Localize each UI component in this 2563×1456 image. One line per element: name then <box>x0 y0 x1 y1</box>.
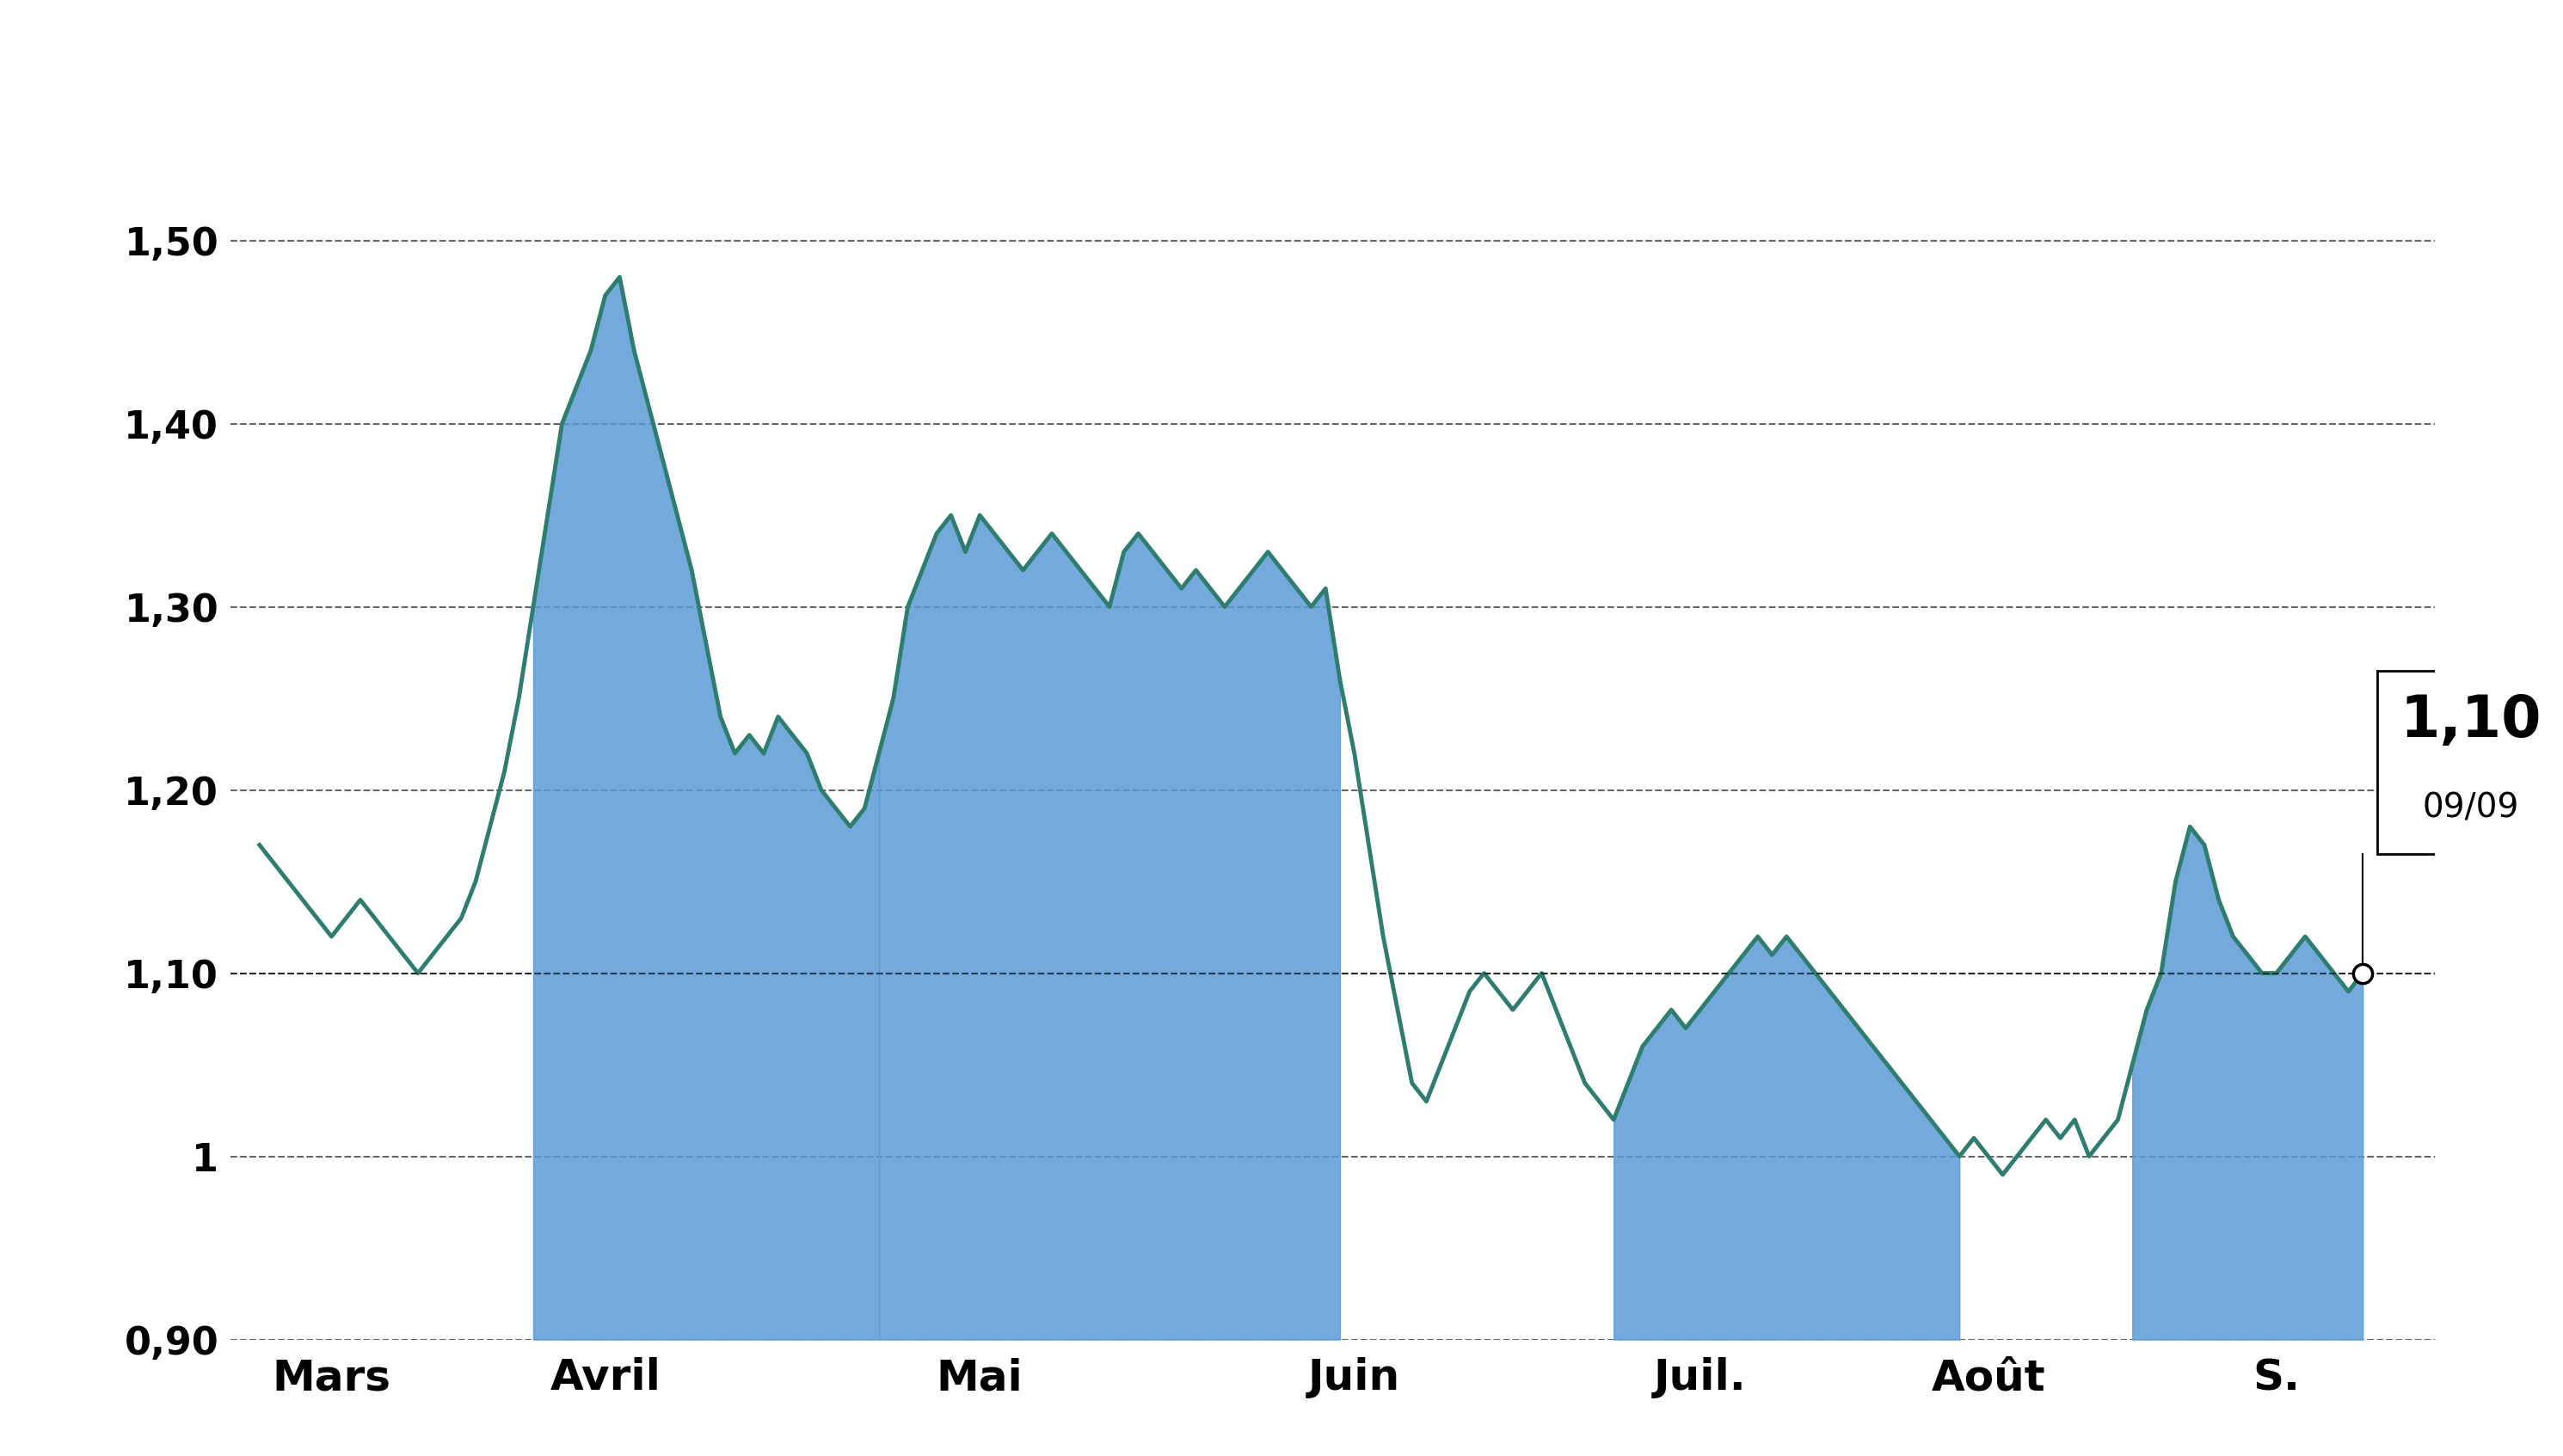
Text: 1,10: 1,10 <box>2399 692 2542 748</box>
Text: TRANSGENE: TRANSGENE <box>989 45 1574 130</box>
FancyBboxPatch shape <box>2378 671 2563 855</box>
Text: 09/09: 09/09 <box>2422 792 2519 824</box>
